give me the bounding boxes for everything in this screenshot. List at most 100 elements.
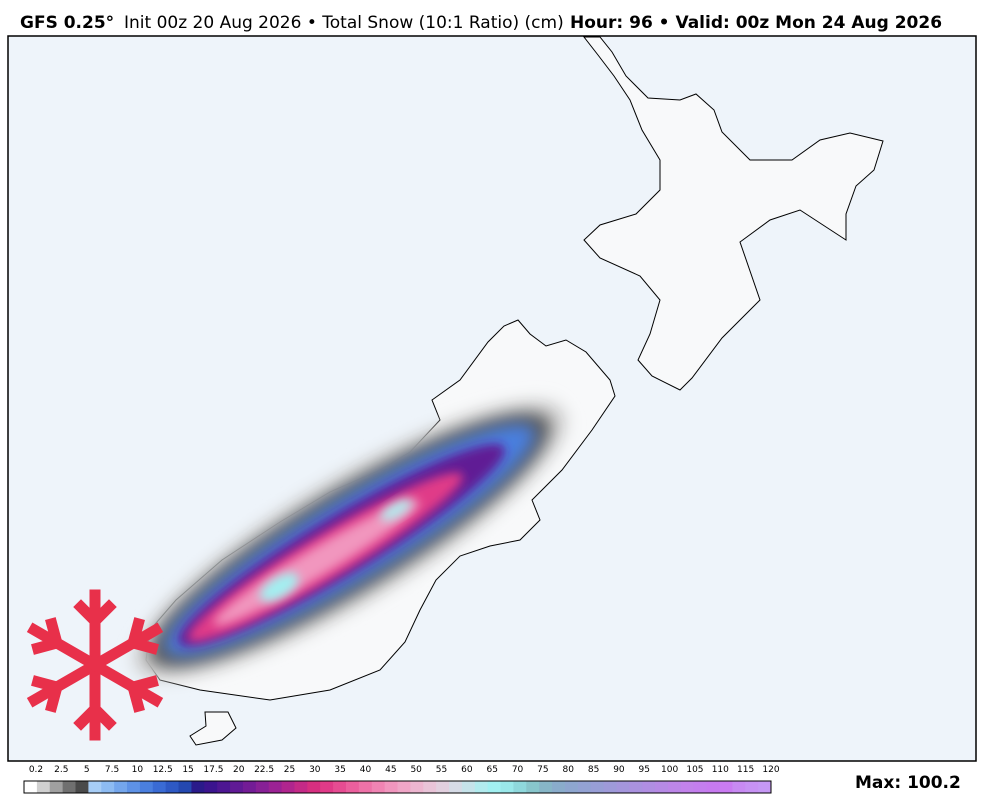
colorbar-tick-label: 70 [512,765,524,775]
colorbar-tick-label: 100 [661,765,678,775]
colorbar-cell [384,781,398,793]
north-island [582,36,884,391]
colorbar-tick-label: 120 [762,765,779,775]
colorbar-tick-label: 17.5 [203,765,223,775]
colorbar-tick-label: 50 [410,765,422,775]
colorbar-cell [449,781,463,793]
colorbar-cell [500,781,514,793]
colorbar-cell [693,781,708,793]
colorbar-cell [255,781,270,793]
colorbar-cell [603,781,617,793]
colorbar-tick-label: 25 [284,765,295,775]
colorbar-tick-label: 45 [385,765,396,775]
colorbar-cell [294,781,308,793]
colorbar-tick-label: 5 [84,765,90,775]
colorbar-cell [320,781,334,793]
colorbar-tick-label: 22.5 [254,765,274,775]
colorbar-cell [629,781,643,793]
colorbar-tick-label: 15 [182,765,193,775]
colorbar-cell [127,781,141,793]
colorbar-tick-label: 80 [563,765,575,775]
colorbar-cell [732,781,746,793]
max-label: Max: 100.2 [855,773,961,793]
colorbar-cell [642,781,656,793]
colorbar-cell [513,781,527,793]
colorbar-tick-label: 60 [461,765,473,775]
colorbar-cell [680,781,695,793]
colorbar-cell [358,781,373,793]
colorbar-cell [281,781,295,793]
colorbar-cell [474,781,489,793]
colorbar-tick-label: 85 [588,765,599,775]
colorbar-cell [191,781,205,793]
colorbar-tick-label: 65 [486,765,497,775]
colorbar-tick-label: 0.2 [29,765,43,775]
colorbar-tick-label: 105 [686,765,703,775]
colorbar-cell [564,781,579,793]
colorbar-cell [345,781,360,793]
snow-peak [380,498,412,522]
colorbar-cell [487,781,502,793]
colorbar-cell [49,781,64,793]
colorbar-cell [268,781,283,793]
colorbar-cell [230,781,244,793]
colorbar-tick-label: 20 [233,765,245,775]
colorbar-cell [204,781,218,793]
colorbar-tick-label: 95 [639,765,650,775]
colorbar-tick-label: 75 [537,765,548,775]
colorbar-cell [539,781,553,793]
colorbar-cell [178,781,192,793]
colorbar-cell [526,781,540,793]
colorbar-cell [333,781,347,793]
colorbar-tick-label: 30 [309,765,321,775]
colorbar-cell [706,781,720,793]
colorbar-cell [410,781,424,793]
colorbar-tick-label: 90 [613,765,625,775]
colorbar-tick-label: 10 [132,765,144,775]
colorbar-cell [217,781,231,793]
colorbar-cell [667,781,682,793]
colorbar-cell [719,781,733,793]
colorbar-tick-label: 35 [334,765,345,775]
colorbar-tick-label: 115 [737,765,754,775]
colorbar-cell [371,781,386,793]
colorbar-cell [590,781,605,793]
colorbar-cell [36,781,51,793]
init-title: Init 00z 20 Aug 2026 • Total Snow (10:1 … [124,13,564,33]
colorbar-cell [655,781,669,793]
colorbar-cell [114,781,128,793]
colorbar-cell [152,781,167,793]
model-title: GFS 0.25° [20,13,115,33]
colorbar-cell [165,781,180,793]
colorbar-cell [242,781,257,793]
colorbar-cell [101,781,115,793]
colorbar-frame [23,780,772,794]
colorbar-cell [745,781,759,793]
colorbar: 0.2 2.5 5 7.5 10 12.5 15 17.5 20 22.5 25 30 35 40 45 50… [24,765,780,793]
snowflake-logo [26,589,164,741]
colorbar-tick-label: 12.5 [153,765,173,775]
colorbar-cell [24,781,38,793]
colorbar-cell [307,781,321,793]
colorbar-cell [397,781,411,793]
colorbar-tick-label: 110 [712,765,729,775]
colorbar-cell [552,781,566,793]
colorbar-cell [436,781,450,793]
colorbar-cell [139,781,154,793]
colorbar-cell [577,781,592,793]
snow-field [133,400,567,680]
colorbar-cell [423,781,437,793]
colorbar-cell [62,781,77,793]
stewart-island [189,711,237,746]
colorbar-tick-label: 2.5 [54,765,68,775]
colorbar-cell [616,781,630,793]
colorbar-cell [88,781,102,793]
colorbar-cell [461,781,476,793]
snow-max [259,572,299,602]
colorbar-tick-label: 55 [436,765,447,775]
colorbar-cell [75,781,89,793]
valid-title: Hour: 96 • Valid: 00z Mon 24 Aug 2026 [570,13,943,33]
colorbar-tick-label: 7.5 [105,765,119,775]
